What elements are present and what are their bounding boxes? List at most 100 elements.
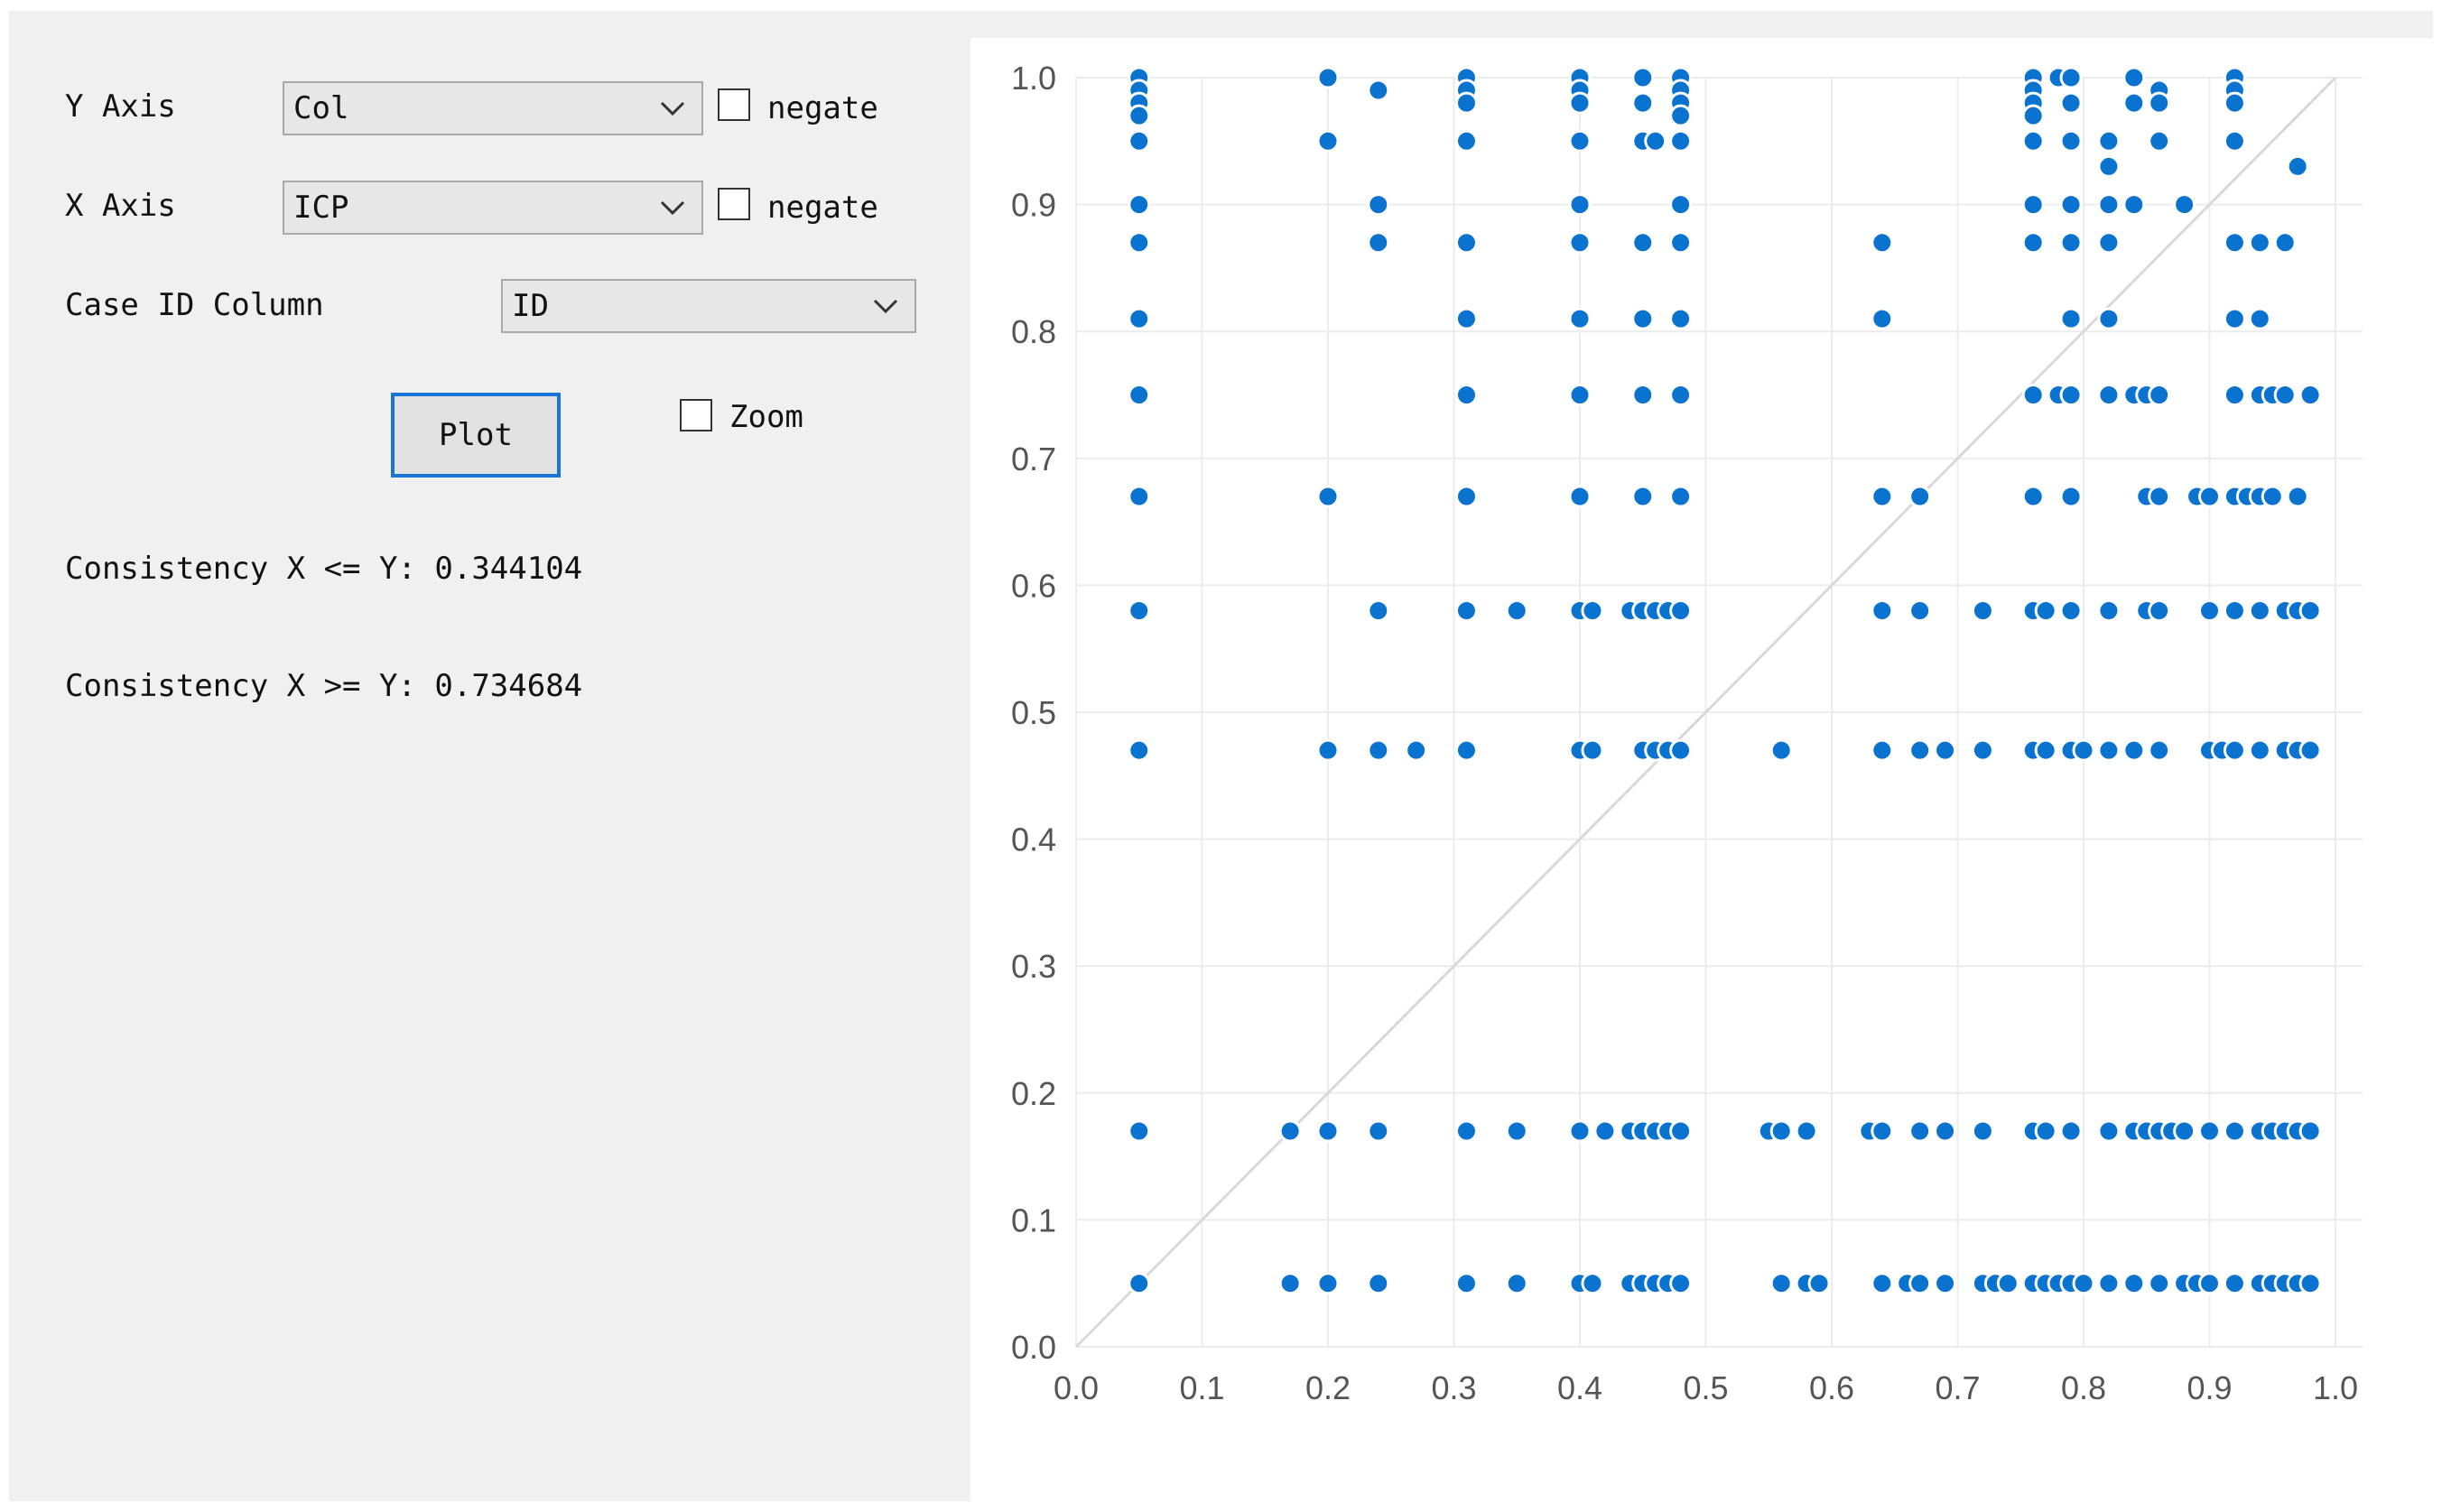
data-point: [2223, 129, 2246, 153]
y-negate-label: negate: [767, 90, 878, 126]
data-point: [2059, 231, 2083, 255]
data-point: [2059, 384, 2083, 406]
x-axis-select[interactable]: ICP: [283, 181, 703, 235]
data-point: [1316, 1119, 1340, 1143]
data-point: [2286, 154, 2309, 178]
data-point: [2059, 66, 2083, 89]
y-tick-label: 0.9: [1011, 187, 1056, 224]
data-point: [2173, 1119, 2196, 1143]
data-point: [1454, 738, 1478, 762]
data-point: [2021, 231, 2045, 255]
y-tick-label: 0.5: [1011, 694, 1056, 731]
data-point: [2072, 1272, 2095, 1295]
data-point: [2198, 1272, 2221, 1295]
data-point: [1871, 485, 1894, 508]
data-point: [2097, 154, 2121, 178]
data-point: [2223, 307, 2246, 330]
x-axis-label: X Axis: [65, 188, 176, 224]
data-point: [1669, 738, 1693, 762]
data-point: [1669, 104, 1693, 127]
data-point: [1128, 307, 1151, 330]
data-point: [1871, 1272, 1894, 1295]
data-point: [1631, 485, 1655, 508]
x-tick-label: 0.4: [1557, 1369, 1602, 1406]
data-point: [2148, 599, 2171, 623]
data-point: [2248, 738, 2271, 762]
data-point: [1669, 307, 1693, 330]
data-point: [1581, 738, 1604, 762]
data-point: [2097, 129, 2121, 153]
data-point: [1316, 485, 1340, 508]
data-point: [1669, 384, 1693, 406]
x-negate-label: negate: [767, 190, 878, 226]
data-point: [1128, 738, 1151, 762]
data-point: [1367, 1119, 1390, 1143]
data-point: [2223, 231, 2246, 255]
data-point: [1316, 1272, 1340, 1295]
plot-button[interactable]: Plot: [391, 393, 561, 478]
data-point: [2122, 91, 2146, 115]
data-point: [1971, 599, 1994, 623]
data-point: [2059, 1119, 2083, 1143]
data-point: [1505, 599, 1528, 623]
data-point: [2248, 307, 2271, 330]
data-point: [2273, 384, 2297, 406]
data-point: [1278, 1272, 1302, 1295]
data-point: [1454, 231, 1478, 255]
scatter-plot: 0.0 0.1 0.2 0.3 0.4 0.5 0.6 0.7 0.8 0.9 1.0 0.0 0.1 0…: [1011, 60, 2363, 1406]
data-point: [2248, 231, 2271, 255]
data-point: [1631, 66, 1655, 89]
data-point: [2097, 384, 2121, 406]
data-point: [1454, 384, 1478, 406]
consistency-le-text: Consistency X <= Y: 0.344104: [65, 551, 583, 587]
y-tick-label: 0.1: [1011, 1201, 1056, 1238]
data-point: [1669, 129, 1693, 153]
y-tick-label: 0.8: [1011, 313, 1056, 350]
data-point: [1128, 231, 1151, 255]
data-point: [1367, 1272, 1390, 1295]
zoom-checkbox[interactable]: [680, 399, 712, 431]
data-point: [1505, 1119, 1528, 1143]
chevron-down-icon: [660, 101, 685, 116]
data-point: [1454, 1272, 1478, 1295]
data-point: [2223, 384, 2246, 406]
y-negate-checkbox[interactable]: [718, 88, 750, 121]
x-axis-value: ICP: [293, 190, 349, 226]
data-point: [1669, 193, 1693, 217]
x-tick-label: 0.6: [1809, 1369, 1854, 1406]
data-point: [1128, 104, 1151, 127]
data-point: [2298, 599, 2322, 623]
data-point: [1581, 599, 1604, 623]
x-negate-checkbox[interactable]: [718, 188, 750, 220]
data-point: [1454, 91, 1478, 115]
data-point: [2223, 599, 2246, 623]
y-axis-value: Col: [293, 90, 349, 126]
scatter-plot-area: 0.0 0.1 0.2 0.3 0.4 0.5 0.6 0.7 0.8 0.9 1.0 0.0 0.1 0…: [970, 38, 2433, 1501]
data-point: [2097, 738, 2121, 762]
data-point: [1454, 1119, 1478, 1143]
data-point: [2148, 91, 2171, 115]
case-id-select[interactable]: ID: [501, 279, 916, 333]
data-point: [2034, 1119, 2057, 1143]
data-point: [2298, 738, 2322, 762]
y-tick-label: 0.2: [1011, 1075, 1056, 1112]
data-point: [2198, 599, 2221, 623]
data-point: [2021, 485, 2045, 508]
y-axis-label: Y Axis: [65, 88, 176, 125]
data-point: [1871, 307, 1894, 330]
data-point: [1669, 599, 1693, 623]
data-point: [1367, 193, 1390, 217]
data-point: [1996, 1272, 2020, 1295]
data-point: [2059, 599, 2083, 623]
data-point: [2034, 599, 2057, 623]
data-point: [1934, 738, 1957, 762]
data-point: [1581, 1272, 1604, 1295]
data-point: [1769, 1272, 1793, 1295]
window: Y Axis Col negate X Axis ICP negate Case…: [9, 11, 2433, 1501]
y-tick-label: 0.4: [1011, 821, 1056, 858]
data-point: [1454, 307, 1478, 330]
y-axis-select[interactable]: Col: [283, 81, 703, 135]
data-point: [2021, 384, 2045, 406]
case-id-value: ID: [512, 288, 549, 324]
data-point: [2059, 193, 2083, 217]
